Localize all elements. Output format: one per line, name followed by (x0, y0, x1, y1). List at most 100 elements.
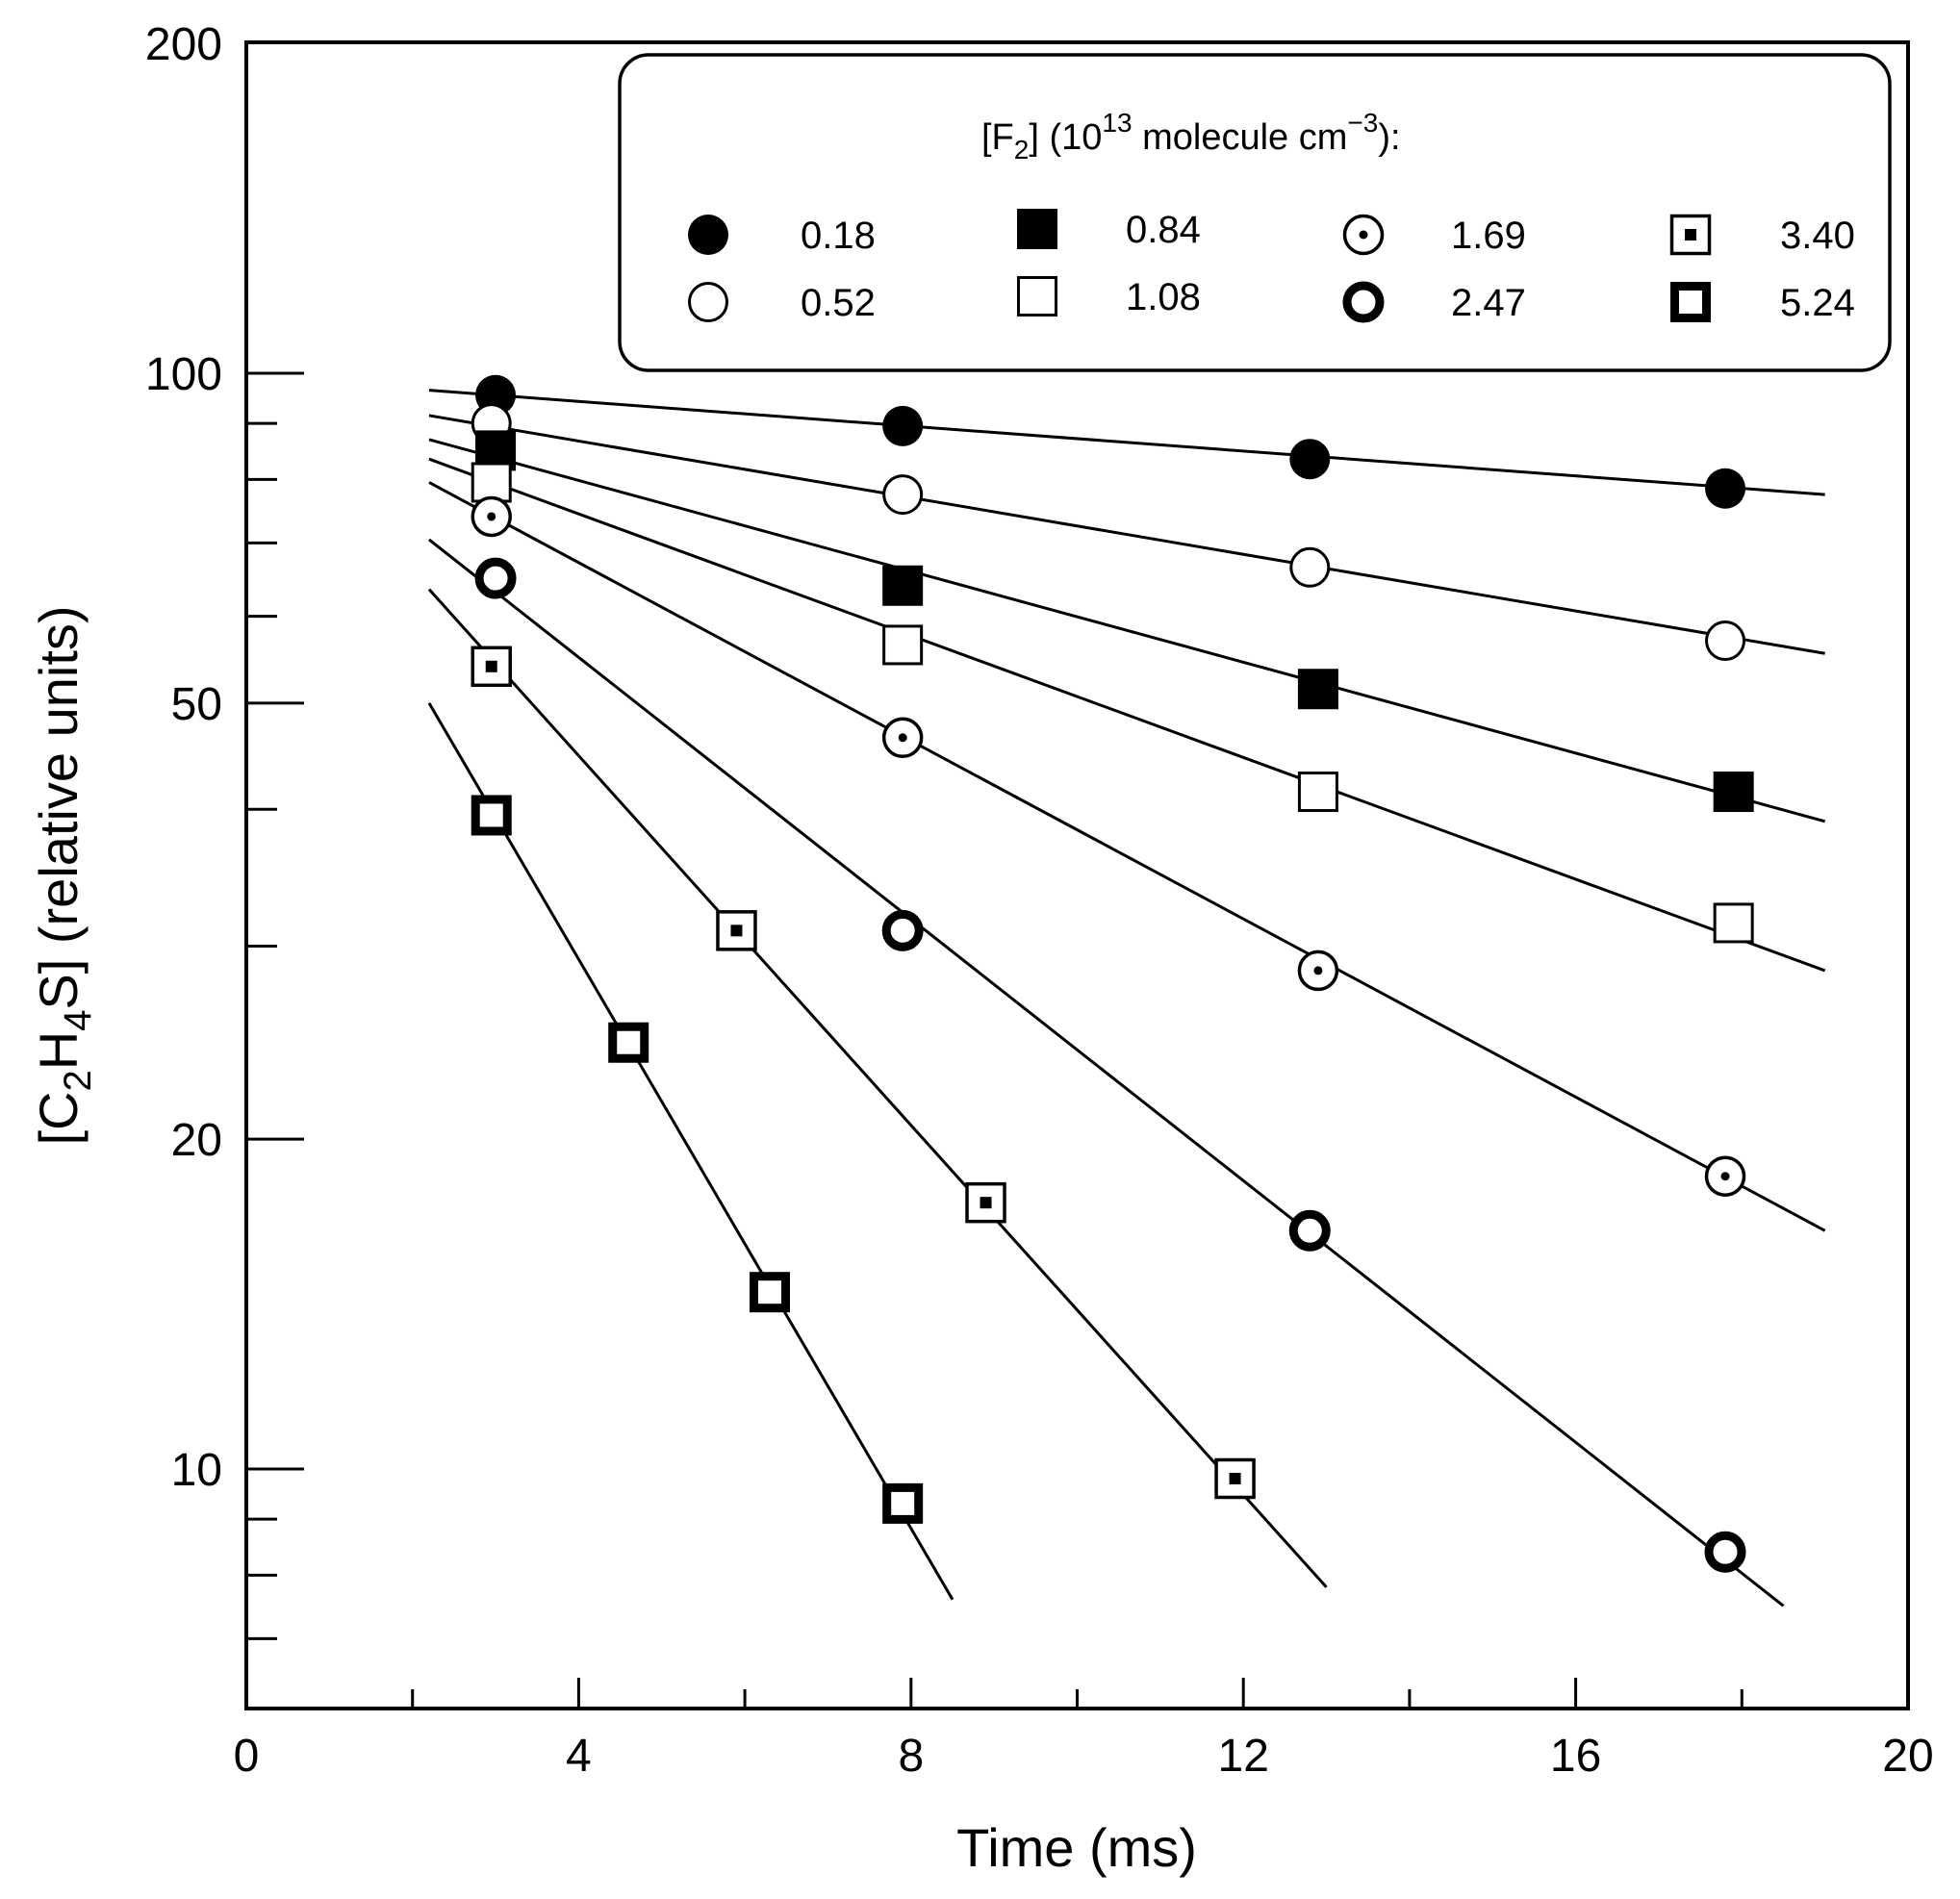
marker-shape (882, 565, 924, 606)
legend-marker-1.08 (1017, 276, 1057, 316)
marker-shape (471, 795, 512, 836)
y-tick-label: 10 (171, 1445, 222, 1496)
marker-dot (898, 733, 907, 743)
data-point-3.40 (1214, 1457, 1256, 1500)
marker-shape (1289, 546, 1331, 588)
marker-shape (1342, 281, 1385, 323)
marker-shape (1017, 209, 1057, 249)
y-axis-ticks: 10 20 50 100 200 (145, 19, 304, 1640)
marker-dot (1229, 1472, 1241, 1484)
data-point-0.18 (1289, 439, 1331, 480)
data-point-3.40 (965, 1181, 1006, 1224)
data-point-2.47 (1288, 1209, 1331, 1252)
marker-shape (1289, 439, 1331, 480)
data-point-2.47 (881, 909, 924, 951)
data-point-0.84 (882, 565, 924, 606)
legend-box (618, 53, 1892, 372)
marker-shape (882, 1482, 924, 1524)
legend-marker-2.47 (1342, 281, 1385, 323)
fit-line-0.18 (428, 389, 1825, 496)
data-point-5.24 (882, 1482, 924, 1524)
marker-shape (471, 462, 512, 503)
marker-dot (485, 660, 497, 672)
data-point-5.24 (608, 1022, 649, 1063)
data-point-0.84 (1713, 772, 1754, 813)
legend-marker-3.40 (1669, 214, 1712, 256)
fit-line-1.08 (428, 457, 1826, 973)
data-point-1.08 (1297, 772, 1338, 813)
legend-marker-0.52 (688, 282, 728, 322)
data-point-2.47 (474, 557, 517, 599)
data-point-3.40 (716, 910, 757, 951)
marker-dot (1359, 230, 1368, 240)
x-axis-ticks: 0 4 8 12 16 20 (234, 1678, 1934, 1782)
y-tick-label: 20 (171, 1115, 222, 1166)
marker-dot (1313, 966, 1323, 975)
data-point-1.69 (1704, 1155, 1746, 1197)
data-point-3.40 (471, 646, 512, 688)
data-point-1.08 (1713, 902, 1754, 944)
legend-label-1.69: 1.69 (1451, 215, 1526, 257)
fit-line-5.24 (427, 702, 955, 1601)
x-axis-title: Time (ms) (956, 1817, 1197, 1878)
data-point-0.52 (1289, 546, 1331, 588)
data-point-5.24 (471, 795, 512, 836)
fit-line-1.69 (428, 481, 1826, 1232)
marker-shape (1297, 772, 1338, 813)
marker-shape (474, 557, 517, 599)
data-point-0.52 (1705, 620, 1746, 662)
fit-line-0.52 (428, 414, 1825, 655)
legend-entries: 0.18 0.52 0.84 1.08 1.69 2.47 3.40 5.24 (688, 209, 1855, 324)
marker-shape (1713, 902, 1754, 944)
marker-shape (882, 474, 924, 516)
y-tick-label: 200 (145, 19, 222, 70)
marker-shape (1017, 276, 1057, 316)
legend-label-2.47: 2.47 (1451, 282, 1526, 324)
data-point-1.08 (471, 462, 512, 503)
data-point-0.84 (1297, 669, 1338, 710)
data-point-5.24 (750, 1272, 791, 1313)
legend-label-1.08: 1.08 (1126, 276, 1201, 318)
data-point-0.18 (1705, 468, 1746, 509)
marker-shape (1670, 282, 1711, 322)
y-tick-label: 100 (145, 349, 222, 400)
fit-line-3.40 (427, 588, 1328, 1588)
marker-shape (1704, 1531, 1746, 1573)
y-tick-label: 50 (171, 679, 222, 730)
x-tick-label: 4 (566, 1731, 592, 1782)
legend-label-0.84: 0.84 (1126, 209, 1201, 251)
marker-shape (1297, 669, 1338, 710)
legend-label-5.24: 5.24 (1780, 282, 1855, 324)
x-tick-label: 20 (1882, 1731, 1933, 1782)
data-point-1.69 (881, 717, 924, 759)
marker-shape (1705, 620, 1746, 662)
marker-dot (1720, 1172, 1730, 1181)
marker-shape (1214, 1457, 1256, 1500)
data-point-1.69 (471, 495, 512, 538)
marker-shape (688, 215, 728, 255)
marker-shape (1705, 468, 1746, 509)
marker-shape (688, 282, 728, 322)
legend-marker-1.69 (1342, 214, 1385, 256)
data-point-0.18 (882, 405, 924, 446)
legend-marker-0.84 (1017, 209, 1057, 249)
marker-shape (750, 1272, 791, 1313)
legend-label-0.52: 0.52 (801, 282, 876, 324)
marker-shape (881, 909, 924, 951)
data-point-2.47 (1704, 1531, 1746, 1573)
x-tick-label: 0 (234, 1731, 260, 1782)
marker-shape (882, 405, 924, 446)
marker-dot (980, 1197, 992, 1209)
fit-line-2.47 (428, 538, 1785, 1608)
x-tick-label: 8 (898, 1731, 924, 1782)
legend-marker-0.18 (688, 215, 728, 255)
fit-lines (427, 389, 1826, 1608)
y-axis-title: [C2H4S] (relative units) (28, 605, 99, 1145)
legend-label-0.18: 0.18 (801, 215, 876, 257)
x-tick-label: 16 (1550, 1731, 1601, 1782)
data-point-1.69 (1297, 950, 1339, 992)
marker-dot (487, 512, 496, 521)
marker-shape (1288, 1209, 1331, 1252)
marker-shape (882, 624, 924, 666)
